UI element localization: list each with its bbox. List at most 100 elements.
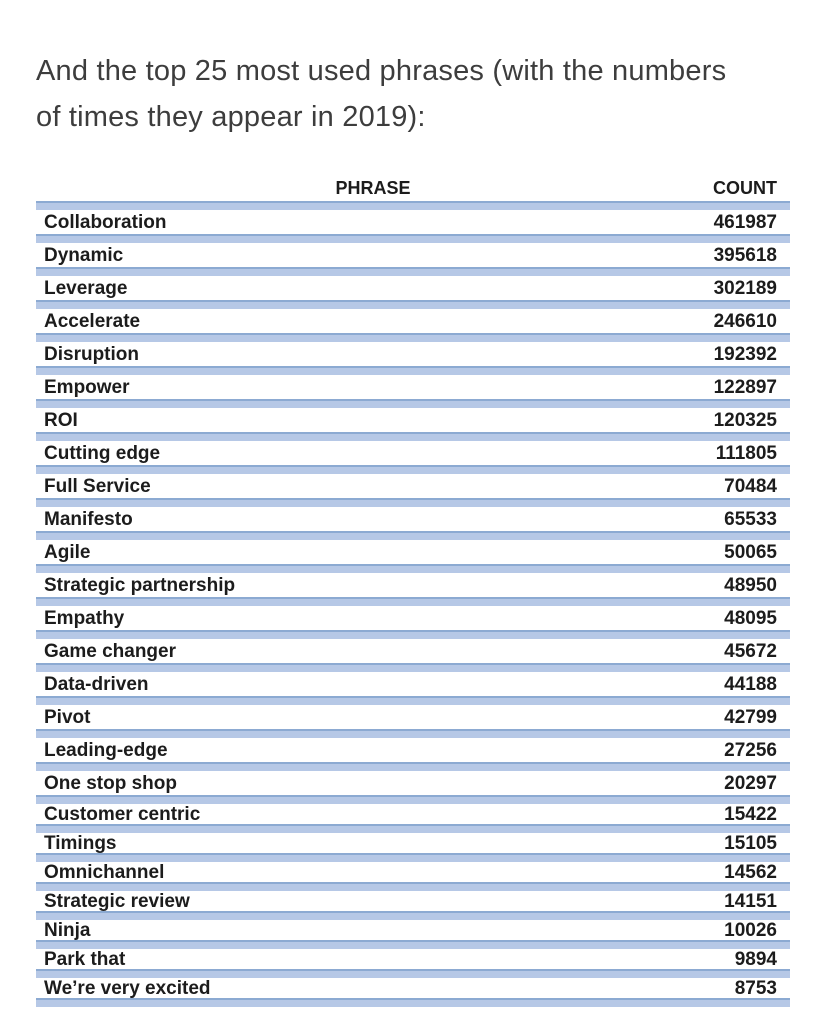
table-row: Full Service 70484	[36, 474, 790, 507]
row-divider-band	[36, 366, 790, 375]
table-row: Strategic review 14151	[36, 891, 790, 920]
count-cell: 15422	[724, 804, 777, 825]
phrase-cell: Agile	[44, 542, 91, 563]
intro-text-line-1: And the top 25 most used phrases (with t…	[36, 55, 727, 87]
count-cell: 48095	[724, 608, 777, 629]
phrase-cell: Empower	[44, 377, 130, 398]
row-divider-band	[36, 795, 790, 804]
table-row: Empathy 48095	[36, 606, 790, 639]
count-cell: 14151	[724, 891, 777, 912]
count-cell: 122897	[713, 377, 777, 398]
row-divider-band	[36, 729, 790, 738]
table-row: ROI 120325	[36, 408, 790, 441]
phrases-table: PHRASE COUNT Collaboration 461987 Dynami…	[36, 174, 790, 1007]
count-cell: 111805	[715, 443, 777, 464]
count-cell: 48950	[724, 575, 777, 596]
table-row: One stop shop 20297	[36, 771, 790, 804]
table-row: Park that 9894	[36, 949, 790, 978]
table-row: Agile 50065	[36, 540, 790, 573]
row-divider-band	[36, 399, 790, 408]
phrase-cell: Data-driven	[44, 674, 149, 695]
table-row: Customer centric 15422	[36, 804, 790, 833]
count-cell: 9894	[734, 949, 777, 970]
table-row: Pivot 42799	[36, 705, 790, 738]
table-row: Manifesto 65533	[36, 507, 790, 540]
phrase-cell: Full Service	[44, 476, 151, 497]
count-cell: 302189	[713, 278, 777, 299]
count-cell: 65533	[724, 509, 777, 530]
table-row: Timings 15105	[36, 833, 790, 862]
table-row: Leverage 302189	[36, 276, 790, 309]
table-row: Dynamic 395618	[36, 243, 790, 276]
table-row: We’re very excited 8753	[36, 978, 790, 1007]
row-divider-band	[36, 911, 790, 920]
row-divider-band	[36, 564, 790, 573]
table-row: Game changer 45672	[36, 639, 790, 672]
row-divider-band	[36, 696, 790, 705]
count-cell: 27256	[724, 740, 777, 761]
row-divider-band	[36, 498, 790, 507]
table-rows: Collaboration 461987 Dynamic 395618 Leve…	[36, 210, 790, 1007]
count-cell: 42799	[724, 707, 777, 728]
table-row: Ninja 10026	[36, 920, 790, 949]
phrase-cell: ROI	[44, 410, 78, 431]
count-cell: 14562	[724, 862, 777, 883]
phrase-cell: Manifesto	[44, 509, 133, 530]
phrase-cell: Pivot	[44, 707, 91, 728]
table-row: Leading-edge 27256	[36, 738, 790, 771]
table-row: Empower 122897	[36, 375, 790, 408]
header-divider-band	[36, 201, 790, 210]
phrase-cell: Customer centric	[44, 804, 201, 825]
table-row: Data-driven 44188	[36, 672, 790, 705]
row-divider-band	[36, 882, 790, 891]
phrase-cell: Empathy	[44, 608, 125, 629]
phrase-cell: Park that	[44, 949, 126, 970]
phrase-cell: Strategic partnership	[44, 575, 236, 596]
table-row: Omnichannel 14562	[36, 862, 790, 891]
phrase-cell: Ninja	[44, 920, 91, 941]
table-header-row: PHRASE COUNT	[36, 174, 790, 201]
table-row: Strategic partnership 48950	[36, 573, 790, 606]
phrase-cell: Disruption	[44, 344, 139, 365]
count-cell: 192392	[713, 344, 777, 365]
row-divider-band	[36, 234, 790, 243]
phrase-cell: One stop shop	[44, 773, 177, 794]
row-divider-band	[36, 465, 790, 474]
phrase-cell: Game changer	[44, 641, 176, 662]
row-divider-band	[36, 663, 790, 672]
count-cell: 120325	[713, 410, 777, 431]
row-divider-band	[36, 432, 790, 441]
row-divider-band	[36, 998, 790, 1007]
phrase-cell: We’re very excited	[44, 978, 211, 999]
count-cell: 395618	[713, 245, 777, 266]
phrase-cell: Cutting edge	[44, 443, 161, 464]
table-row: Collaboration 461987	[36, 210, 790, 243]
row-divider-band	[36, 597, 790, 606]
intro-text: And the top 25 most used phrases (with t…	[36, 48, 806, 140]
count-cell: 45672	[724, 641, 777, 662]
count-cell: 70484	[724, 476, 777, 497]
row-divider-band	[36, 762, 790, 771]
row-divider-band	[36, 969, 790, 978]
table-row: Accelerate 246610	[36, 309, 790, 342]
row-divider-band	[36, 630, 790, 639]
count-cell: 44188	[724, 674, 777, 695]
row-divider-band	[36, 267, 790, 276]
count-cell: 15105	[724, 833, 777, 854]
intro-text-line-2: of times they appear in 2019):	[36, 101, 426, 133]
count-cell: 461987	[713, 212, 777, 233]
count-cell: 8753	[734, 978, 777, 999]
phrase-cell: Collaboration	[44, 212, 167, 233]
phrase-cell: Dynamic	[44, 245, 124, 266]
row-divider-band	[36, 300, 790, 309]
count-cell: 50065	[724, 542, 777, 563]
count-column-header: COUNT	[713, 178, 777, 198]
table-row: Disruption 192392	[36, 342, 790, 375]
phrase-cell: Timings	[44, 833, 117, 854]
row-divider-band	[36, 333, 790, 342]
phrase-cell: Leading-edge	[44, 740, 168, 761]
count-cell: 20297	[724, 773, 777, 794]
phrase-cell: Strategic review	[44, 891, 190, 912]
row-divider-band	[36, 940, 790, 949]
